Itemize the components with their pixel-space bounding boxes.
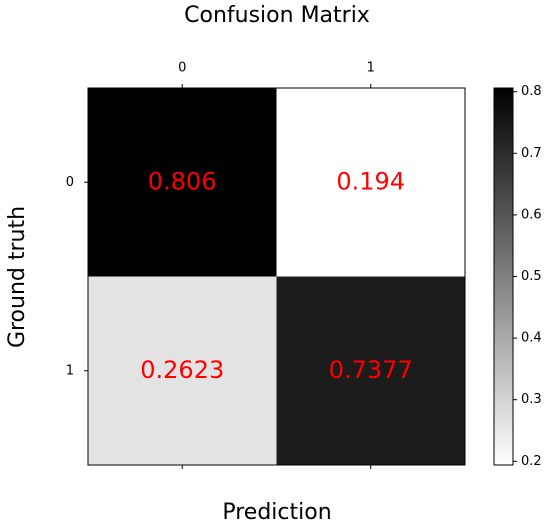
colorbar-tick-label: 0.2 [521, 454, 542, 469]
plot-frame [87, 87, 466, 466]
chart-title: Confusion Matrix [184, 3, 370, 28]
y-tick-label: 0 [66, 175, 74, 190]
value-label: 0.194 [336, 167, 405, 195]
value-label: 0.7377 [329, 356, 413, 384]
value-label: 0.806 [148, 167, 217, 195]
y-axis-label: Ground truth [5, 206, 30, 348]
colorbar-tick-label: 0.7 [521, 146, 542, 161]
colorbar-tick-label: 0.8 [521, 84, 542, 99]
colorbar-tick-label: 0.5 [521, 269, 542, 284]
x-tick-label: 0 [178, 61, 186, 76]
colorbar-tick-label: 0.4 [521, 331, 542, 346]
colorbar-tick-label: 0.3 [521, 392, 542, 407]
cell [88, 88, 277, 277]
cell [88, 276, 277, 465]
cell [276, 88, 465, 277]
colorbar [493, 87, 514, 466]
value-label: 0.2623 [140, 356, 224, 384]
x-tick-label: 1 [367, 61, 375, 76]
x-axis-label: Prediction [222, 500, 331, 525]
y-tick-label: 1 [66, 363, 74, 378]
cell [276, 276, 465, 465]
colorbar-tick-label: 0.6 [521, 207, 542, 222]
